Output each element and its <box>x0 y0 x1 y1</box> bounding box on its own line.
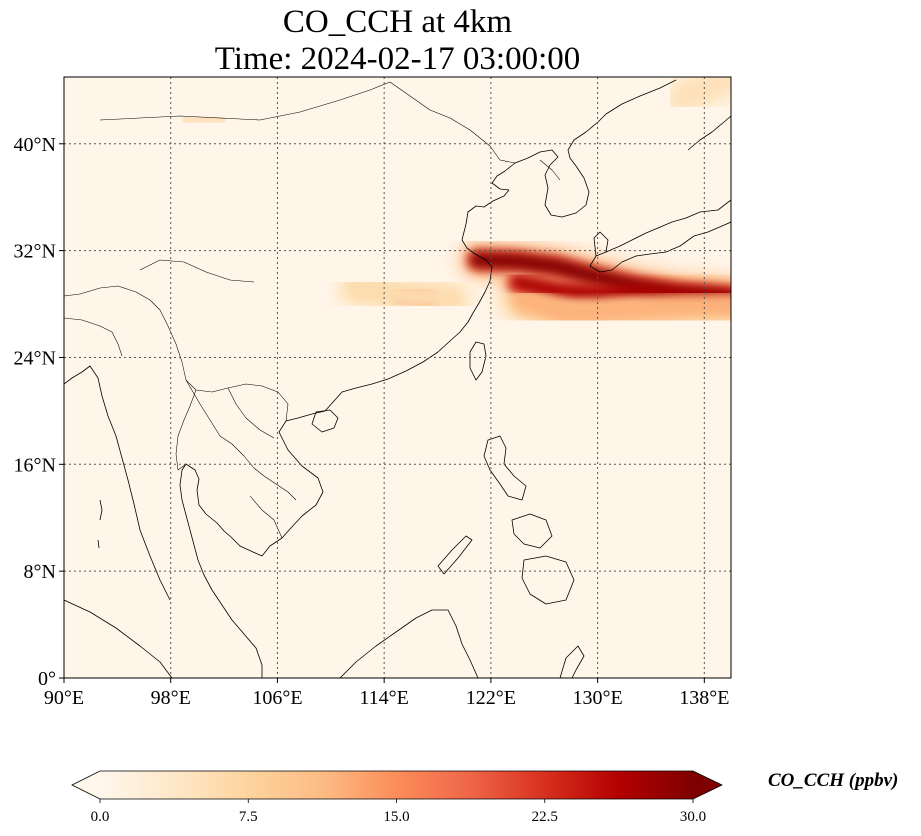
country-borders <box>64 81 561 539</box>
japan-coastline <box>589 199 731 273</box>
lon-tick-label: 122°E <box>466 687 516 709</box>
map-subtitle-time: Time: 2024-02-17 03:00:00 <box>214 41 581 77</box>
colorbar-tick-label: 15.0 <box>383 809 409 825</box>
kyushu-coastline <box>593 231 609 257</box>
lon-tick-label: 106°E <box>252 687 302 709</box>
plume-plume-tail-south <box>513 289 731 325</box>
lat-tick-label: 0° <box>38 668 56 690</box>
latitude-tick-labels: 0° 8°N 16°N 24°N 32°N 40°N <box>14 134 64 690</box>
plume-north-blob <box>179 107 229 133</box>
colorbar: 0.0 7.5 15.0 22.5 30.0 <box>71 770 723 825</box>
colorbar-extend-min <box>72 771 100 799</box>
longitude-tick-labels: 90°E 98°E 106°E 114°E 122°E 130°E 138°E <box>44 678 729 709</box>
lon-tick-label: 114°E <box>359 687 408 709</box>
bengal-coastline <box>64 365 171 601</box>
map-frame <box>63 76 732 679</box>
andaman-islands <box>97 499 103 549</box>
lat-tick-label: 8°N <box>24 561 56 583</box>
mindanao-coastline <box>521 555 575 605</box>
primorye-coastline <box>605 79 677 115</box>
colorbar-gradient <box>100 771 693 799</box>
lat-tick-label: 24°N <box>14 347 56 369</box>
korea-coastline <box>514 113 607 218</box>
taiwan-coastline <box>469 341 487 381</box>
colorbar-tick-labels: 0.0 7.5 15.0 22.5 30.0 <box>91 799 706 825</box>
sumatra-coastline <box>64 599 173 678</box>
lat-tick-label: 32°N <box>14 241 56 263</box>
visayas-coastline <box>511 513 553 549</box>
colorbar-tick-label: 22.5 <box>532 809 558 825</box>
colorbar-extend-max <box>693 771 722 799</box>
map-title: CO_CCH at 4km <box>282 4 513 40</box>
lon-tick-label: 138°E <box>679 687 729 709</box>
coastlines-and-borders <box>64 79 731 678</box>
hainan-coastline <box>311 409 339 433</box>
plume-inland-haze <box>346 277 462 311</box>
map-background <box>64 77 731 678</box>
lon-tick-label: 90°E <box>44 687 84 709</box>
lon-tick-label: 130°E <box>572 687 622 709</box>
mainland-coastline <box>179 162 516 678</box>
lon-tick-label: 98°E <box>151 687 191 709</box>
plume-ne-corner <box>673 77 731 108</box>
palawan-coastline <box>437 535 473 575</box>
luzon-coastline <box>483 435 527 501</box>
colorbar-tick-label: 30.0 <box>680 809 706 825</box>
lat-lon-gridlines <box>64 77 731 678</box>
lat-tick-label: 16°N <box>14 454 56 476</box>
lat-tick-label: 40°N <box>14 134 56 156</box>
sulawesi-coastline <box>559 645 585 678</box>
borneo-coastline <box>339 609 479 678</box>
colorbar-label: CO_CCH (ppbv) <box>768 770 899 791</box>
colorbar-tick-label: 0.0 <box>91 809 110 825</box>
map-panel: 90°E 98°E 106°E 114°E 122°E 130°E 138°E 0° 8°N 1… <box>14 76 732 709</box>
colorbar-tick-label: 7.5 <box>239 809 258 825</box>
